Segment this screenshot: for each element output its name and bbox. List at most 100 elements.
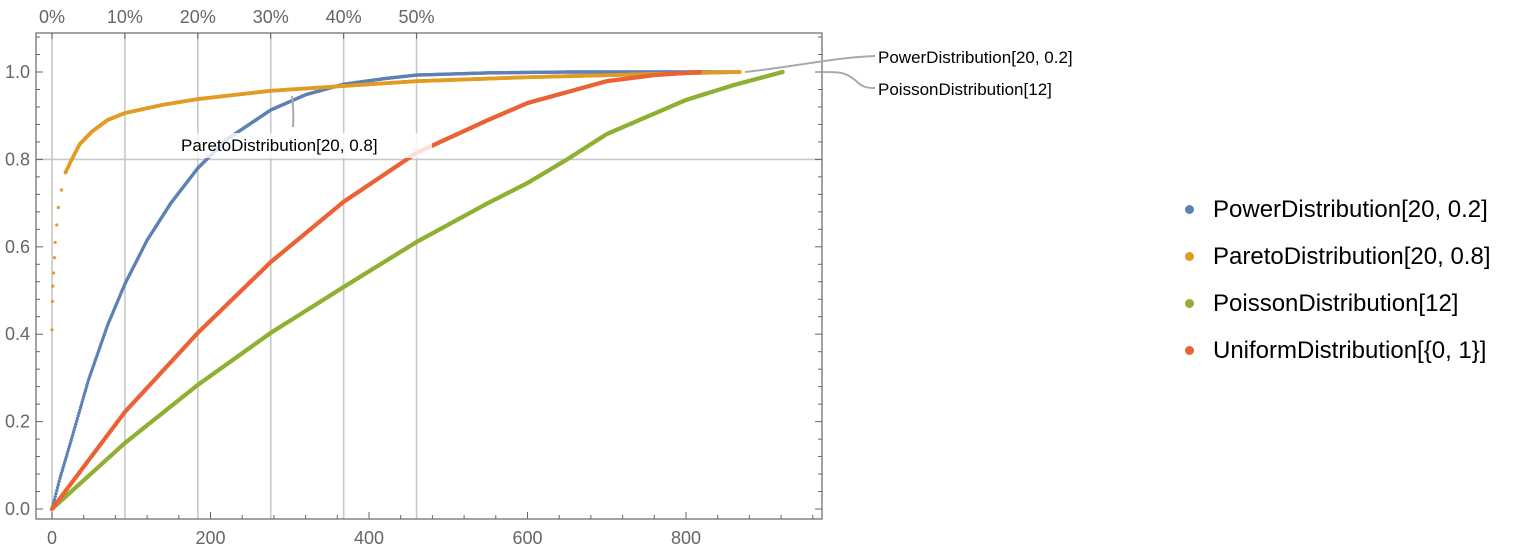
- data-point: [72, 427, 76, 432]
- data-point: [78, 405, 83, 410]
- callout-label-poisson: PoissonDistribution[12]: [878, 80, 1052, 99]
- x-tick-label: 0: [47, 528, 57, 548]
- data-point: [74, 419, 79, 424]
- data-point: [59, 474, 63, 478]
- data-point: [780, 69, 785, 75]
- data-point: [52, 256, 56, 260]
- y-tick-label: 0.8: [5, 149, 30, 169]
- data-point: [84, 386, 88, 391]
- data-point: [59, 188, 64, 192]
- data-point: [85, 383, 89, 388]
- data-point: [58, 476, 62, 481]
- callout-label-background: [178, 133, 432, 158]
- top-percent-label: 0%: [39, 7, 65, 27]
- data-point: [77, 411, 81, 415]
- data-point: [74, 422, 78, 426]
- data-series: [49, 69, 785, 512]
- data-point: [78, 408, 82, 413]
- x-tick-label: 800: [671, 528, 701, 548]
- legend: PowerDistribution[20, 0.2] ParetoDistrib…: [1180, 186, 1491, 374]
- data-point: [75, 416, 80, 421]
- data-point: [83, 389, 87, 393]
- callout-leader-line: [821, 71, 876, 89]
- series-3: [49, 69, 703, 512]
- data-point: [82, 392, 87, 396]
- top-percent-label: 30%: [253, 7, 289, 27]
- data-point: [54, 492, 58, 496]
- top-percent-label: 50%: [399, 7, 435, 27]
- data-point: [57, 479, 61, 484]
- data-point: [53, 495, 57, 499]
- data-point: [59, 471, 64, 475]
- data-point: [50, 299, 54, 304]
- data-point: [52, 498, 57, 502]
- y-tick-label: 0.6: [5, 237, 30, 257]
- plot-frame: [35, 32, 823, 520]
- callout-label-power: PowerDistribution[20, 0.2]: [878, 48, 1073, 67]
- axis-ticks: 0 200 400 600 800 0% 10% 20% 30% 40% 50% 0.0 0.2 0.4 0…: [5, 7, 822, 548]
- y-tick-label: 0.2: [5, 412, 30, 432]
- data-point: [66, 449, 70, 454]
- series-2: [49, 69, 785, 512]
- x-tick-label: 400: [354, 528, 384, 548]
- data-point: [63, 457, 68, 462]
- data-point: [56, 205, 60, 210]
- legend-item-power: PowerDistribution[20, 0.2]: [1180, 186, 1491, 233]
- data-point: [68, 441, 72, 446]
- legend-label: PowerDistribution[20, 0.2]: [1213, 195, 1488, 223]
- top-percent-label: 20%: [180, 7, 216, 27]
- data-point: [53, 240, 57, 245]
- data-point: [64, 455, 68, 459]
- y-tick-label: 0.0: [5, 499, 30, 519]
- legend-item-uniform: UniformDistribution[{0, 1}]: [1180, 327, 1491, 374]
- data-point: [69, 438, 73, 443]
- y-tick-label: 1.0: [5, 62, 30, 82]
- x-tick-label: 200: [195, 528, 225, 548]
- data-point: [61, 465, 65, 470]
- data-point: [62, 463, 66, 467]
- legend-item-poisson: PoissonDistribution[12]: [1180, 280, 1491, 327]
- data-point: [76, 414, 80, 418]
- data-point: [67, 444, 72, 448]
- legend-marker-dot-icon: [1185, 252, 1194, 261]
- data-point: [55, 488, 59, 493]
- callout-annotations: ParetoDistribution[20, 0.8] PowerDistribu…: [178, 48, 1073, 158]
- frame-border: [35, 32, 823, 520]
- data-point: [55, 223, 59, 227]
- callout-leader-line: [291, 95, 295, 128]
- series-1: [50, 70, 742, 332]
- data-point: [55, 485, 60, 490]
- data-point: [71, 430, 76, 435]
- data-point: [70, 436, 74, 440]
- data-point: [51, 284, 55, 288]
- data-point: [66, 447, 71, 451]
- data-point: [60, 468, 65, 473]
- data-point: [82, 394, 86, 399]
- data-point: [56, 482, 61, 487]
- legend-item-pareto: ParetoDistribution[20, 0.8]: [1180, 233, 1491, 280]
- data-point: [62, 460, 67, 464]
- legend-marker-dot-icon: [1185, 205, 1194, 214]
- callout-leader-line: [744, 55, 876, 73]
- data-point: [698, 69, 703, 75]
- legend-label: ParetoDistribution[20, 0.8]: [1213, 242, 1491, 270]
- data-point: [51, 271, 56, 275]
- data-point: [79, 403, 84, 407]
- x-tick-label: 600: [512, 528, 542, 548]
- callout-label-pareto: ParetoDistribution[20, 0.8]: [181, 136, 378, 155]
- top-percent-label: 10%: [107, 7, 143, 27]
- data-point: [73, 425, 77, 429]
- data-point: [80, 400, 84, 404]
- top-percent-label: 40%: [326, 7, 362, 27]
- data-point: [737, 70, 742, 74]
- data-point: [85, 381, 90, 385]
- data-point: [70, 433, 75, 437]
- data-point: [81, 397, 85, 402]
- legend-marker-dot-icon: [1185, 299, 1194, 308]
- legend-label: UniformDistribution[{0, 1}]: [1213, 336, 1487, 364]
- data-point: [65, 452, 69, 456]
- legend-marker-dot-icon: [1185, 346, 1194, 355]
- y-tick-label: 0.4: [5, 324, 30, 344]
- data-point: [50, 328, 54, 332]
